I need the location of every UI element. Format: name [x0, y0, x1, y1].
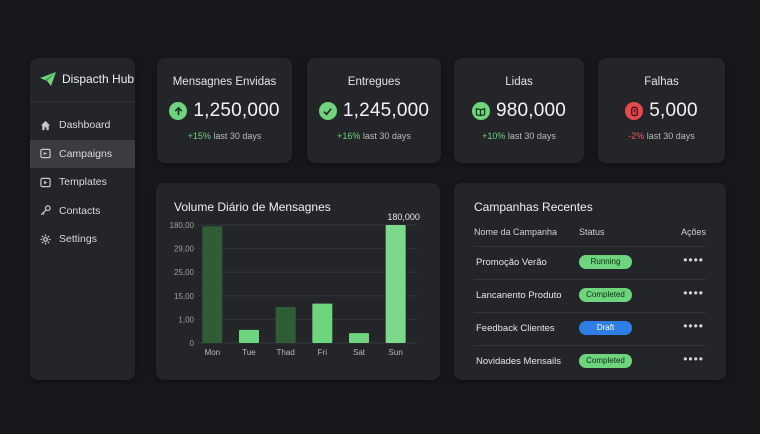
sidebar-item-templates[interactable]: Templates	[30, 168, 135, 197]
stat-card-read: Lidas 980,000 +10% last 30 days	[454, 58, 584, 163]
bar	[312, 303, 333, 343]
x-tick-label: Tue	[242, 348, 256, 357]
key-icon	[40, 205, 51, 216]
stat-value: 1,250,000	[193, 100, 280, 121]
x-tick-label: Sun	[389, 348, 403, 357]
column-header-status: Status	[579, 227, 605, 237]
check-icon	[318, 102, 337, 120]
campaign-name: Feedback Clientes	[476, 323, 555, 334]
table-row[interactable]: Novidades Mensails Completed ••••	[474, 345, 706, 378]
app-title: Dispacth Hub	[62, 72, 135, 86]
status-badge: Completed	[579, 354, 632, 368]
campaign-name: Promoção Verão	[476, 257, 547, 268]
stat-value: 980,000	[495, 100, 567, 121]
sidebar-divider	[30, 101, 135, 102]
status-badge: Draft	[579, 321, 632, 335]
column-header-name: Nome da Campanha	[474, 227, 558, 237]
y-tick-label: 180,00	[170, 221, 195, 230]
sidebar-item-settings[interactable]: Settings	[30, 225, 135, 254]
bar	[385, 225, 406, 343]
y-tick-label: 29,00	[174, 245, 195, 254]
data-label: 180,000	[387, 212, 420, 222]
y-tick-label: 15,00	[174, 292, 195, 301]
y-tick-label: 25,00	[174, 268, 195, 277]
stat-label: Mensagnes Envidas	[172, 76, 277, 88]
stat-trend: +15% last 30 days	[187, 131, 262, 141]
status-badge: Completed	[579, 288, 632, 302]
campaign-icon	[40, 149, 51, 159]
y-tick-label: 1,00	[178, 315, 194, 324]
table-title: Campanhas Recentes	[474, 200, 593, 214]
bar-chart: 0 1,00 15,00 25,00 29,00 180,00 Mon Tue Thad Fri S…	[170, 212, 420, 357]
y-tick-label: 0	[190, 339, 195, 348]
bar	[275, 306, 296, 343]
stat-trend: -2% last 30 days	[628, 131, 695, 141]
bar	[349, 333, 369, 343]
more-actions-icon[interactable]: ••••	[683, 319, 704, 333]
daily-volume-chart-panel: Volume Diário de Mensagnes 0 1,00 15,00 25,…	[156, 183, 440, 380]
x-tick-label: Mon	[205, 348, 221, 357]
sidebar-item-label: Campaigns	[59, 147, 113, 160]
stat-value: 1,245,000	[342, 100, 430, 121]
paper-plane-icon	[40, 72, 56, 86]
more-actions-icon[interactable]: ••••	[683, 253, 704, 267]
sidebar-item-label: Settings	[59, 233, 97, 246]
column-header-actions: Ações	[680, 227, 706, 237]
x-tick-label: Thad	[277, 348, 295, 357]
stat-label: Falhas	[644, 76, 679, 88]
stat-card-delivered: Entregues 1,245,000 +16% last 30 days	[307, 58, 441, 163]
more-actions-icon[interactable]: ••••	[683, 286, 704, 300]
campaign-name: Lancanento Produto	[476, 290, 562, 301]
stat-label: Lidas	[505, 76, 533, 88]
stat-value: 5,000	[649, 100, 698, 121]
brand[interactable]: Dispacth Hub	[40, 72, 134, 86]
template-icon	[40, 177, 51, 187]
sidebar-item-contacts[interactable]: Contacts	[30, 197, 135, 226]
home-icon	[40, 120, 51, 130]
alert-icon	[625, 102, 644, 120]
x-tick-label: Fri	[318, 348, 328, 357]
table-row[interactable]: Lancanento Produto Completed ••••	[474, 279, 706, 312]
x-tick-label: Sat	[353, 348, 366, 357]
table-row[interactable]: Promoção Verão Running ••••	[474, 246, 706, 279]
more-actions-icon[interactable]: ••••	[683, 352, 704, 366]
gear-icon	[40, 234, 51, 245]
recent-campaigns-panel: Campanhas Recentes Nome da Campanha Stat…	[454, 183, 726, 380]
sidebar-item-dashboard[interactable]: Dashboard	[30, 111, 135, 140]
sidebar-item-label: Dashboard	[59, 119, 111, 132]
stat-card-sent: Mensagnes Envidas 1,250,000 +15% last 30…	[157, 58, 292, 163]
bar	[239, 329, 259, 343]
stat-label: Entregues	[347, 76, 401, 88]
sidebar-nav: Dashboard Campaigns Templates Contacts S…	[30, 111, 135, 254]
sidebar-item-label: Contacts	[59, 204, 101, 217]
chart-title: Volume Diário de Mensagnes	[174, 200, 331, 214]
sidebar-item-campaigns[interactable]: Campaigns	[30, 139, 135, 168]
campaign-name: Novidades Mensails	[476, 356, 562, 367]
stat-trend: +16% last 30 days	[337, 131, 411, 141]
table-row[interactable]: Feedback Clientes Draft ••••	[474, 312, 706, 345]
book-icon	[471, 102, 490, 120]
arrow-up-icon	[169, 102, 188, 120]
sidebar-item-label: Templates	[59, 176, 107, 189]
bar	[202, 226, 223, 343]
stat-card-failed: Falhas 5,000 -2% last 30 days	[598, 58, 725, 163]
stat-trend: +10% last 30 days	[482, 131, 556, 141]
sidebar: Dispacth Hub Dashboard Campaigns Templat…	[30, 58, 135, 380]
status-badge: Running	[579, 255, 632, 269]
